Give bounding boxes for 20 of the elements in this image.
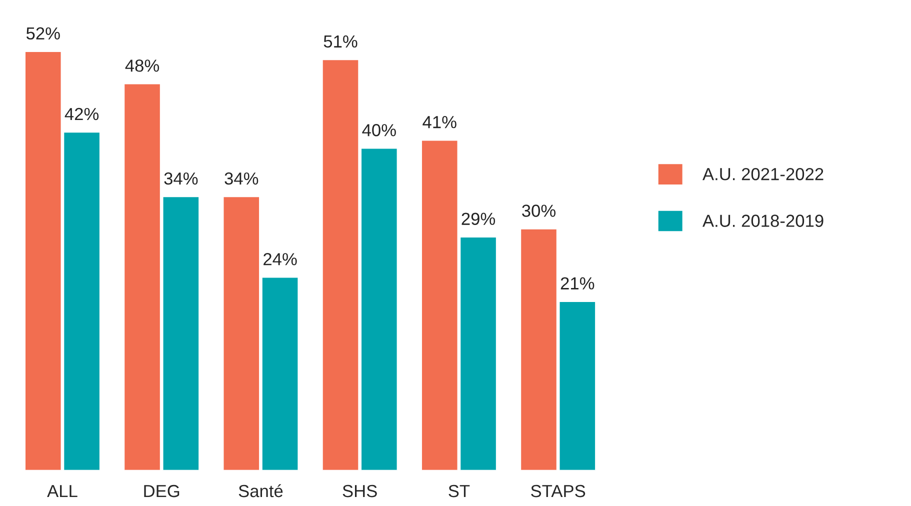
data-label: 34% xyxy=(224,172,258,185)
data-label: 29% xyxy=(462,212,496,225)
data-label: 52% xyxy=(26,27,60,40)
x-tick-label: ALL xyxy=(47,485,78,498)
x-tick-label: DEG xyxy=(144,484,180,498)
x-tick-label: SHS xyxy=(342,484,377,498)
data-label: 21% xyxy=(560,277,594,290)
data-label: 41% xyxy=(422,116,456,128)
x-tick-label: Santé xyxy=(238,484,283,498)
legend-label: A.U. 2021-2022 xyxy=(702,168,824,180)
data-label: 30% xyxy=(522,204,556,217)
data-label: 24% xyxy=(264,253,297,266)
data-label: 40% xyxy=(362,124,396,136)
x-tick-label: STAPS xyxy=(531,484,586,498)
x-tick-label: ST xyxy=(448,484,470,498)
data-label: 34% xyxy=(164,172,198,185)
legend-label: A.U. 2018-2019 xyxy=(702,214,824,227)
data-label: 48% xyxy=(125,60,160,72)
data-label: 42% xyxy=(64,108,99,120)
data-label: 51% xyxy=(324,35,358,48)
